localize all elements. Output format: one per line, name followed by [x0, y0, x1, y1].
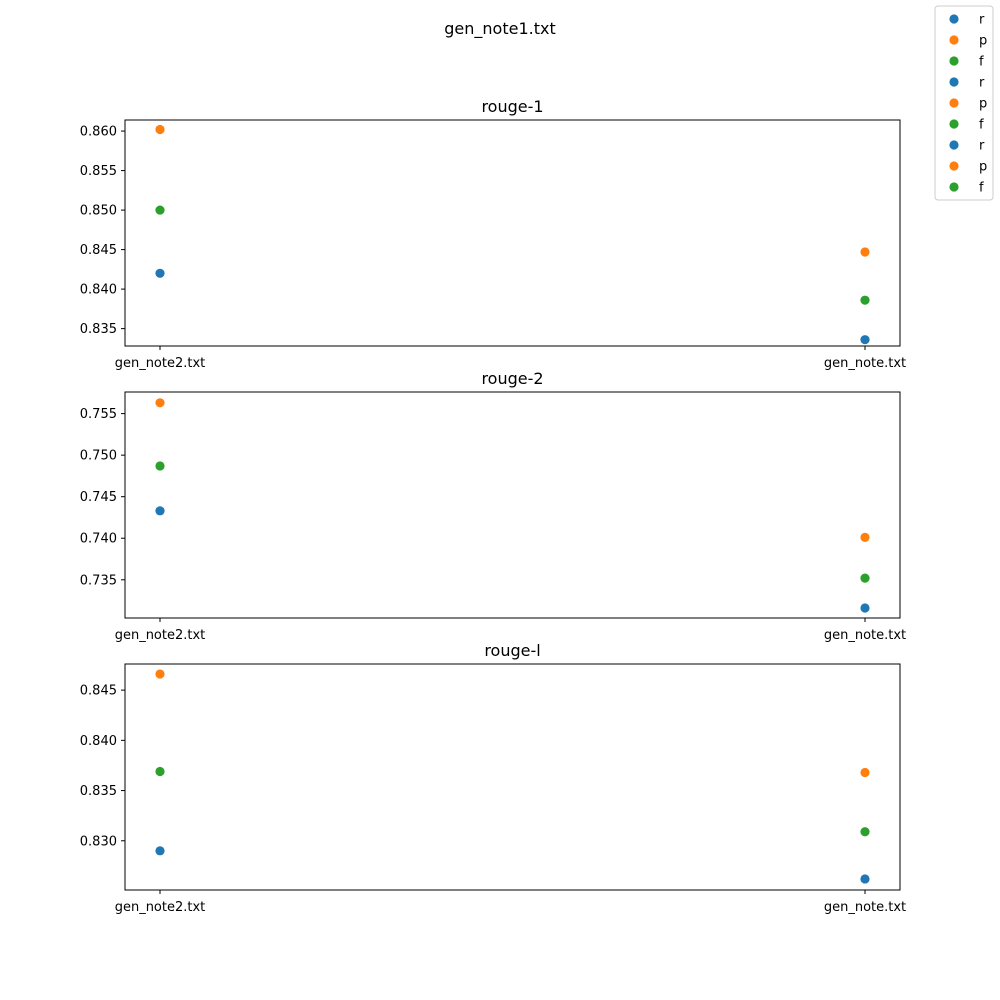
legend-label: p: [979, 34, 987, 49]
point-p-gen_note2.txt: [155, 124, 165, 135]
subplot-rouge-2: rouge-2 0.735 0.740 0.745 0.750 0.755 gen_note…: [80, 369, 906, 643]
legend-label: r: [979, 13, 985, 28]
figure-suptitle: gen_note1.txt: [444, 19, 555, 39]
y-tick-label: 0.745: [80, 490, 117, 505]
y-tick-label: 0.750: [80, 449, 117, 464]
point-f-gen_note2.txt: [155, 461, 165, 471]
y-tick-label: 0.860: [80, 125, 117, 140]
point-f-gen_note.txt: [860, 573, 870, 583]
legend-label: r: [979, 139, 985, 154]
y-tick-label: 0.735: [80, 573, 117, 588]
point-f-gen_note2.txt: [155, 205, 165, 215]
point-p-gen_note2.txt: [155, 669, 165, 679]
x-tick-label: gen_note2.txt: [115, 356, 206, 371]
legend-label: p: [979, 97, 987, 112]
axes-frame: [124, 391, 901, 619]
legend-marker: [949, 119, 959, 129]
point-f-gen_note2.txt: [155, 766, 165, 777]
point-r-gen_note.txt: [860, 874, 870, 884]
legend-marker: [949, 14, 959, 24]
y-tick-label: 0.845: [80, 684, 117, 699]
legend-marker: [949, 161, 959, 171]
legend-label: r: [979, 76, 985, 91]
y-tick-label: 0.835: [80, 784, 117, 799]
point-r-gen_note2.txt: [155, 268, 165, 278]
legend-marker: [949, 77, 959, 87]
y-tick-label: 0.850: [80, 204, 117, 219]
legend-marker: [949, 56, 959, 66]
y-tick-label: 0.835: [80, 322, 117, 337]
legend-label: p: [979, 160, 987, 175]
point-r-gen_note2.txt: [155, 506, 165, 516]
axes-frame: [124, 663, 901, 891]
point-r-gen_note.txt: [860, 335, 870, 345]
point-p-gen_note.txt: [860, 532, 870, 543]
x-tick-label: gen_note2.txt: [115, 900, 206, 915]
point-p-gen_note.txt: [860, 767, 870, 778]
point-f-gen_note.txt: [860, 827, 870, 837]
subplot-title: rouge-l: [484, 641, 540, 660]
legend-label: f: [979, 118, 984, 133]
x-tick-label: gen_note.txt: [824, 628, 906, 643]
point-p-gen_note2.txt: [155, 398, 165, 408]
subplots: rouge-1 0.835 0.840 0.845 0.850 0.855 0.860 gen…: [80, 97, 906, 915]
x-tick-label: gen_note2.txt: [115, 628, 206, 643]
subplot-rouge-1: rouge-1 0.835 0.840 0.845 0.850 0.855 0.860 gen…: [80, 97, 906, 371]
point-p-gen_note.txt: [860, 247, 870, 257]
y-tick-label: 0.845: [80, 243, 117, 258]
y-tick-label: 0.840: [80, 283, 117, 298]
y-tick-label: 0.855: [80, 164, 117, 179]
legend-marker: [949, 140, 959, 150]
y-tick-label: 0.830: [80, 834, 117, 849]
legend-label: f: [979, 55, 984, 70]
axes-frame: [124, 119, 901, 347]
x-tick-label: gen_note.txt: [824, 356, 906, 371]
x-tick-label: gen_note.txt: [824, 900, 906, 915]
subplot-title: rouge-1: [481, 97, 543, 116]
legend-box: [934, 5, 994, 201]
subplot-title: rouge-2: [481, 369, 543, 388]
legend-marker: [949, 182, 959, 192]
legend-marker: [949, 35, 959, 45]
legend-label: f: [979, 181, 984, 196]
y-tick-label: 0.740: [80, 532, 117, 547]
y-tick-label: 0.840: [80, 734, 117, 749]
subplot-rouge-l: rouge-l 0.830 0.835 0.840 0.845 gen_note2.txt…: [80, 641, 906, 915]
y-tick-label: 0.755: [80, 407, 117, 422]
point-r-gen_note2.txt: [155, 846, 165, 856]
point-f-gen_note.txt: [860, 295, 870, 305]
point-r-gen_note.txt: [860, 603, 870, 613]
legend-marker: [949, 98, 959, 108]
